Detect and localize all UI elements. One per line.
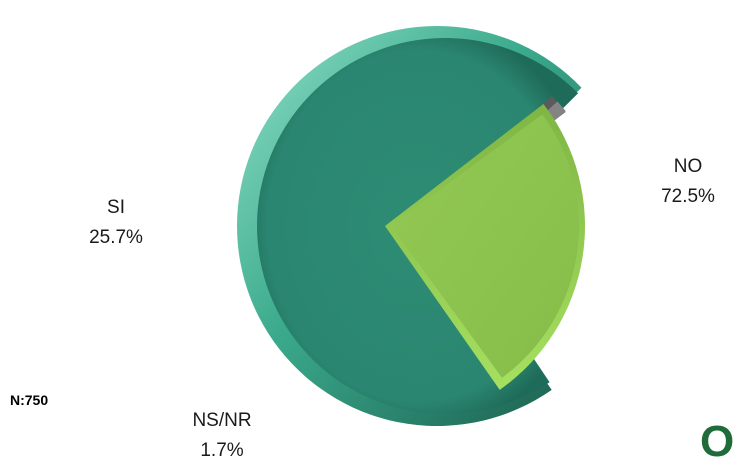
sample-size-label: N:750 [10, 392, 49, 408]
slice-label-ns-nr: NS/NR [192, 410, 251, 431]
slice-value-ns-nr: 1.7% [200, 440, 243, 460]
slice-label-si: SI [107, 197, 125, 218]
slice-value-no: 72.5% [661, 186, 715, 207]
slice-value-si: 25.7% [89, 227, 143, 248]
pie-slice-si [391, 114, 580, 378]
corner-logo-glyph: O [700, 420, 734, 460]
slice-label-no: NO [674, 156, 703, 177]
